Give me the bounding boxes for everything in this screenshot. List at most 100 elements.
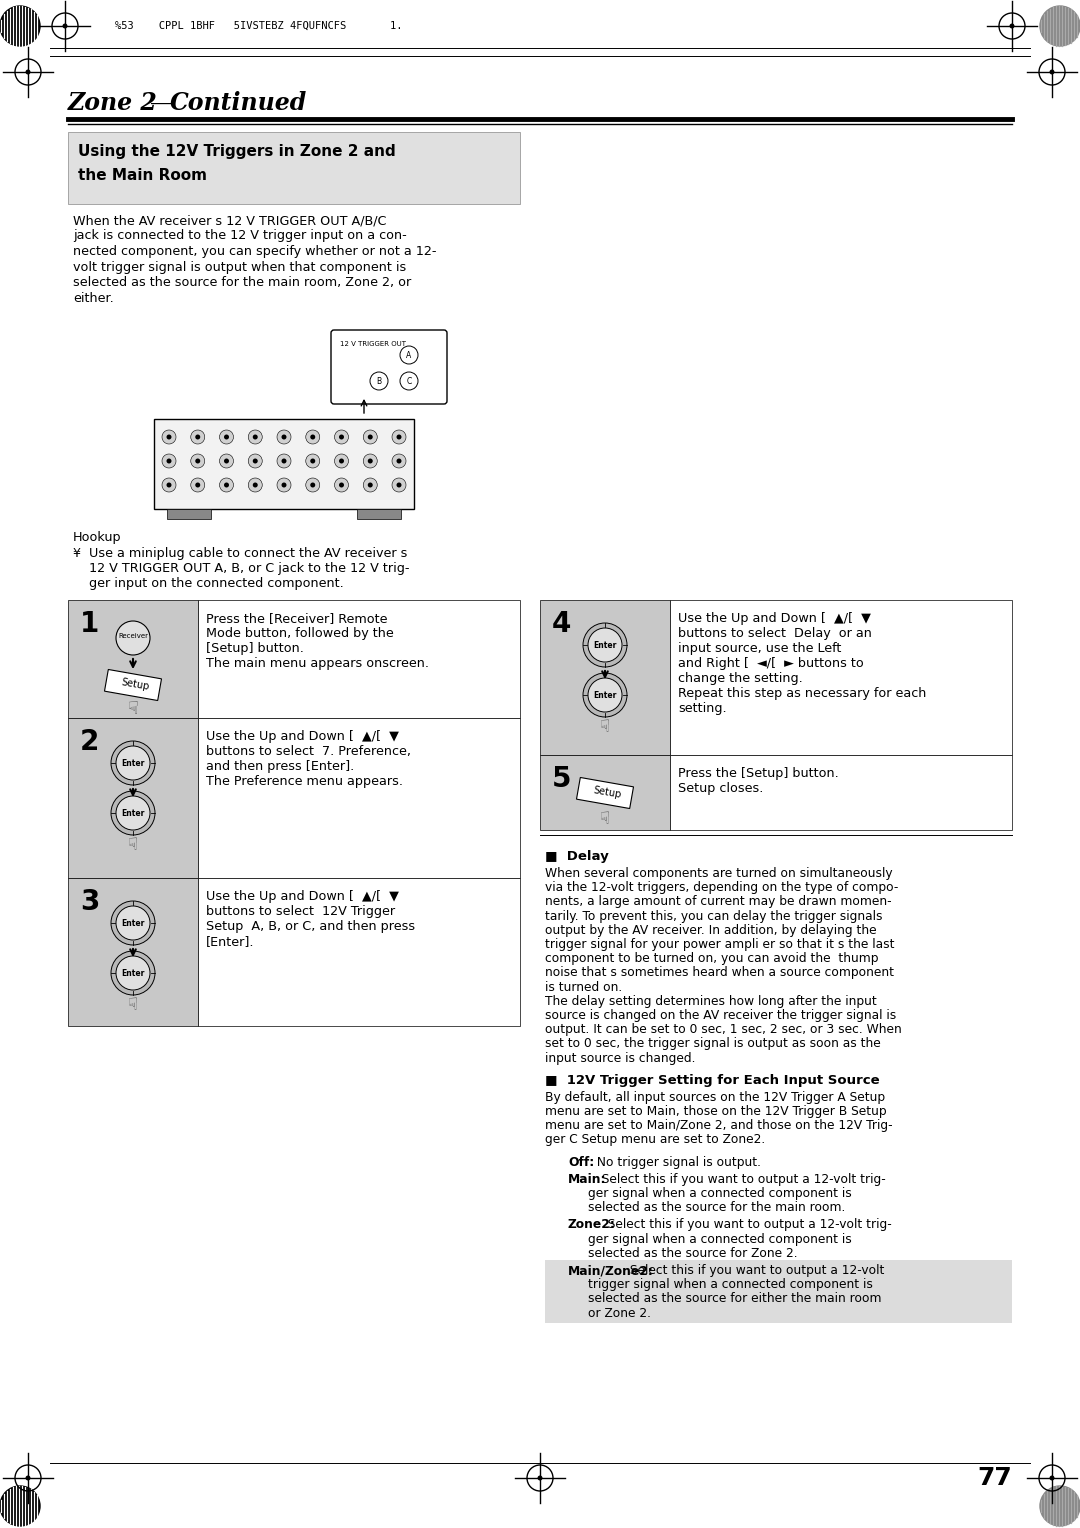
Bar [198,718,519,879]
Text: ☟: ☟ [127,700,138,718]
Text: menu are set to Main/Zone 2, and those on the 12V Trig-: menu are set to Main/Zone 2, and those o… [545,1118,893,1132]
Circle shape [116,746,150,779]
Circle shape [363,454,377,468]
Circle shape [111,741,156,785]
Circle shape [219,478,233,492]
Circle shape [392,478,406,492]
Text: Repeat this step as necessary for each: Repeat this step as necessary for each [678,688,927,700]
Text: input source is changed.: input source is changed. [545,1051,696,1065]
Circle shape [224,458,229,463]
Text: buttons to select  7. Preference,: buttons to select 7. Preference, [206,746,411,758]
Text: ger input on the connected component.: ger input on the connected component. [73,578,343,590]
Text: ☟: ☟ [127,836,138,854]
Circle shape [339,458,345,463]
Text: 3: 3 [80,888,99,915]
Text: Enter: Enter [593,640,617,649]
Text: ■  Delay: ■ Delay [545,850,609,863]
Text: ☟: ☟ [127,996,138,1015]
Text: [Enter].: [Enter]. [206,935,255,947]
Text: Select this if you want to output a 12-volt trig-: Select this if you want to output a 12-v… [599,1218,892,1232]
Circle shape [396,434,402,440]
Text: trigger signal for your power ampli er so that it s the last: trigger signal for your power ampli er s… [545,938,894,950]
Circle shape [248,454,262,468]
Text: 77: 77 [977,1465,1012,1490]
Text: Use the Up and Down [  ▲/[  ▼: Use the Up and Down [ ▲/[ ▼ [206,730,399,743]
Text: jack is connected to the 12 V trigger input on a con-: jack is connected to the 12 V trigger in… [73,229,407,243]
Circle shape [368,434,373,440]
Circle shape [583,623,627,668]
Text: A: A [406,350,411,359]
Bar [167,509,211,520]
Text: trigger signal when a connected component is: trigger signal when a connected componen… [588,1279,873,1291]
Text: ger signal when a connected component is: ger signal when a connected component is [588,1233,852,1245]
Circle shape [0,6,40,46]
Text: either.: either. [73,292,113,304]
Circle shape [310,483,315,487]
Circle shape [335,478,349,492]
Circle shape [276,429,291,445]
Circle shape [400,371,418,390]
Circle shape [368,483,373,487]
Text: Main/Zone2:: Main/Zone2: [568,1264,653,1277]
Text: ☟: ☟ [599,718,610,736]
FancyBboxPatch shape [330,330,447,403]
Text: The delay setting determines how long after the input: The delay setting determines how long af… [545,995,877,1008]
Text: Press the [Setup] button.: Press the [Setup] button. [678,767,839,779]
Circle shape [1010,23,1014,29]
Circle shape [116,957,150,990]
Text: Zone 2: Zone 2 [68,92,166,115]
Text: Mode button, followed by the: Mode button, followed by the [206,626,394,640]
Circle shape [253,458,258,463]
Circle shape [116,906,150,940]
Circle shape [195,483,200,487]
Circle shape [310,434,315,440]
Circle shape [116,796,150,830]
Text: selected as the source for either the main room: selected as the source for either the ma… [588,1293,881,1305]
Text: The main menu appears onscreen.: The main menu appears onscreen. [206,657,429,669]
Circle shape [339,434,345,440]
Text: selected as the source for the main room.: selected as the source for the main room… [588,1201,846,1215]
Text: output. It can be set to 0 sec, 1 sec, 2 sec, or 3 sec. When: output. It can be set to 0 sec, 1 sec, 2… [545,1024,902,1036]
Text: Setup  A, B, or C, and then press: Setup A, B, or C, and then press [206,920,415,934]
Text: Press the [Receiver] Remote: Press the [Receiver] Remote [206,613,388,625]
Circle shape [583,672,627,717]
Text: volt trigger signal is output when that component is: volt trigger signal is output when that … [73,260,406,274]
Circle shape [306,429,320,445]
Text: Enter: Enter [121,758,145,767]
Text: menu are set to Main, those on the 12V Trigger B Setup: menu are set to Main, those on the 12V T… [545,1105,887,1118]
Text: Enter: Enter [121,918,145,927]
Text: noise that s sometimes heard when a source component: noise that s sometimes heard when a sour… [545,966,894,979]
Text: —: — [150,92,174,115]
Text: nected component, you can specify whether or not a 12-: nected component, you can specify whethe… [73,244,436,258]
Text: 2: 2 [80,727,99,756]
Circle shape [392,429,406,445]
Text: nents, a large amount of current may be drawn momen-: nents, a large amount of current may be … [545,895,892,909]
Circle shape [1040,6,1080,46]
Circle shape [162,454,176,468]
Text: Use the Up and Down [  ▲/[  ▼: Use the Up and Down [ ▲/[ ▼ [678,613,870,625]
Text: ger C Setup menu are set to Zone2.: ger C Setup menu are set to Zone2. [545,1134,766,1146]
Text: C: C [406,376,411,385]
Text: Setup: Setup [120,677,150,692]
Circle shape [282,458,286,463]
Text: [Setup] button.: [Setup] button. [206,642,303,656]
Circle shape [310,458,315,463]
Circle shape [339,483,345,487]
Circle shape [26,1476,30,1481]
Text: The Preference menu appears.: The Preference menu appears. [206,775,403,788]
Circle shape [219,454,233,468]
Text: selected as the source for the main room, Zone 2, or: selected as the source for the main room… [73,277,411,289]
Circle shape [363,478,377,492]
Text: Continued: Continued [170,92,307,115]
Circle shape [166,483,172,487]
Circle shape [253,434,258,440]
Text: source is changed on the AV receiver the trigger signal is: source is changed on the AV receiver the… [545,1008,896,1022]
Text: Using the 12V Triggers in Zone 2 and: Using the 12V Triggers in Zone 2 and [78,144,395,159]
Text: By default, all input sources on the 12V Trigger A Setup: By default, all input sources on the 12V… [545,1091,886,1103]
Text: set to 0 sec, the trigger signal is output as soon as the: set to 0 sec, the trigger signal is outp… [545,1038,881,1050]
Circle shape [63,23,67,29]
Text: Setup: Setup [592,785,622,801]
Text: Enter: Enter [121,808,145,817]
Circle shape [166,434,172,440]
Bar [670,755,1012,830]
